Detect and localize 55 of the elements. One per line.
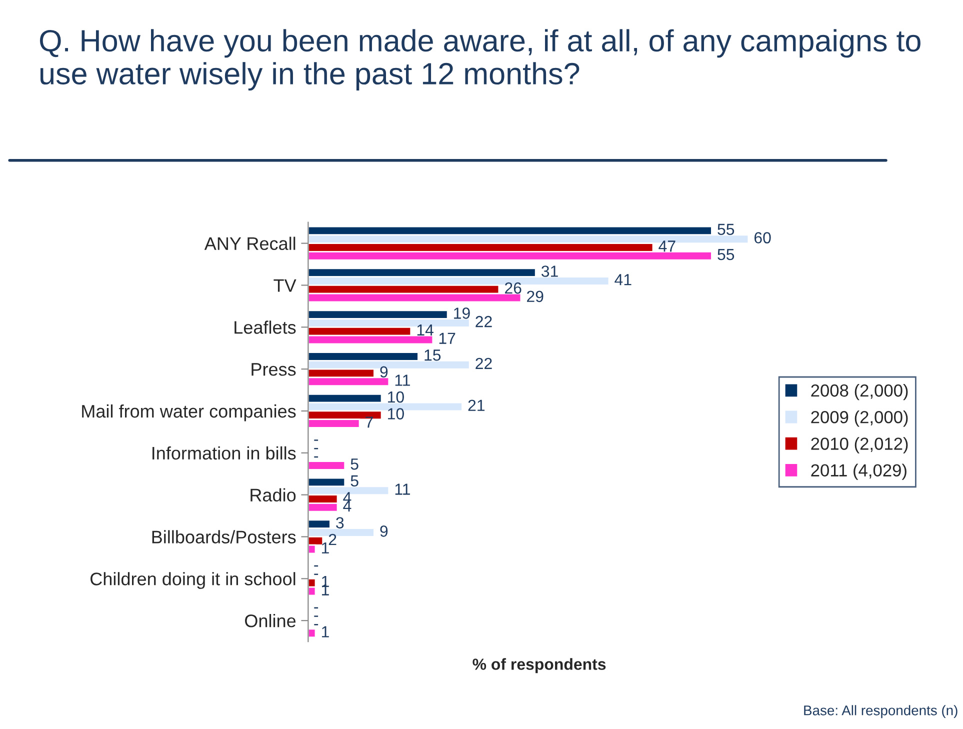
data-label: 55 xyxy=(718,249,734,260)
data-label: 55 xyxy=(718,224,734,236)
data-label: 5 xyxy=(350,458,358,470)
bar xyxy=(308,628,316,638)
data-label: 31 xyxy=(542,266,558,277)
data-label: 47 xyxy=(658,240,676,252)
data-label: 9 xyxy=(380,526,388,537)
y-tick-label: Leaflets xyxy=(234,320,296,334)
data-label: 14 xyxy=(417,324,434,336)
y-tick-label: Children doing it in school xyxy=(90,572,296,589)
data-label: 17 xyxy=(439,332,456,344)
y-tick-label: Radio xyxy=(250,488,296,502)
data-label: 10 xyxy=(388,391,404,403)
data-label: 41 xyxy=(614,274,632,286)
data-label: 3 xyxy=(336,517,344,528)
legend-label: 2009 (2,000) xyxy=(811,410,908,427)
data-label: 1 xyxy=(322,626,329,638)
data-label: 29 xyxy=(527,290,544,302)
legend-label: 2011 (4,029) xyxy=(811,464,906,480)
y-tick-label: Information in bills xyxy=(152,446,296,460)
text: Base: All respondents (n) xyxy=(804,705,958,718)
data-label: 22 xyxy=(476,358,492,369)
text: - xyxy=(314,607,318,608)
data-label: 15 xyxy=(424,350,441,361)
data-label: 21 xyxy=(468,400,485,411)
text: - xyxy=(314,565,318,567)
data-label: 7 xyxy=(366,416,373,428)
data-label: 5 xyxy=(350,475,358,487)
text: - xyxy=(314,616,318,617)
text: - xyxy=(314,574,318,575)
text: - xyxy=(314,448,318,450)
y-tick-label: Press xyxy=(252,363,296,376)
data-label: 2 xyxy=(328,534,336,546)
data-label: 11 xyxy=(395,484,410,495)
data-label: 11 xyxy=(395,374,410,386)
data-label: 9 xyxy=(380,366,388,378)
y-tick-label: TV xyxy=(274,279,296,292)
x-axis-title: % of respondents xyxy=(472,658,606,674)
data-label: 1 xyxy=(322,542,329,554)
data-label: 19 xyxy=(454,308,470,319)
text: - xyxy=(314,624,318,626)
bar xyxy=(308,460,346,470)
data-label: 26 xyxy=(505,282,522,294)
y-tick-label: Mail from water companies xyxy=(82,404,296,422)
text: - xyxy=(314,456,318,458)
text: - xyxy=(314,440,318,441)
legend-label: 2010 (2,012) xyxy=(811,437,908,454)
data-label: 22 xyxy=(476,316,492,328)
legend-label: 2008 (2,000) xyxy=(811,384,908,400)
y-tick-label: Online xyxy=(245,614,296,628)
chart-title: Q. How have you been made aware, if at all, of any campaigns to use water wisely in the past 12 months? xyxy=(40,29,920,91)
y-tick-label: ANY Recall xyxy=(204,236,296,250)
data-label: 10 xyxy=(388,408,404,420)
y-tick-label: Billboards/Posters xyxy=(152,530,296,544)
data-label: 60 xyxy=(754,232,771,244)
